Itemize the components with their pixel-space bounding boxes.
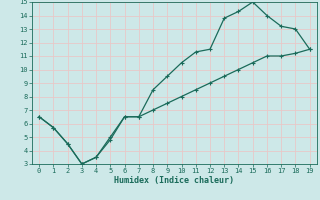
X-axis label: Humidex (Indice chaleur): Humidex (Indice chaleur) (115, 176, 234, 185)
